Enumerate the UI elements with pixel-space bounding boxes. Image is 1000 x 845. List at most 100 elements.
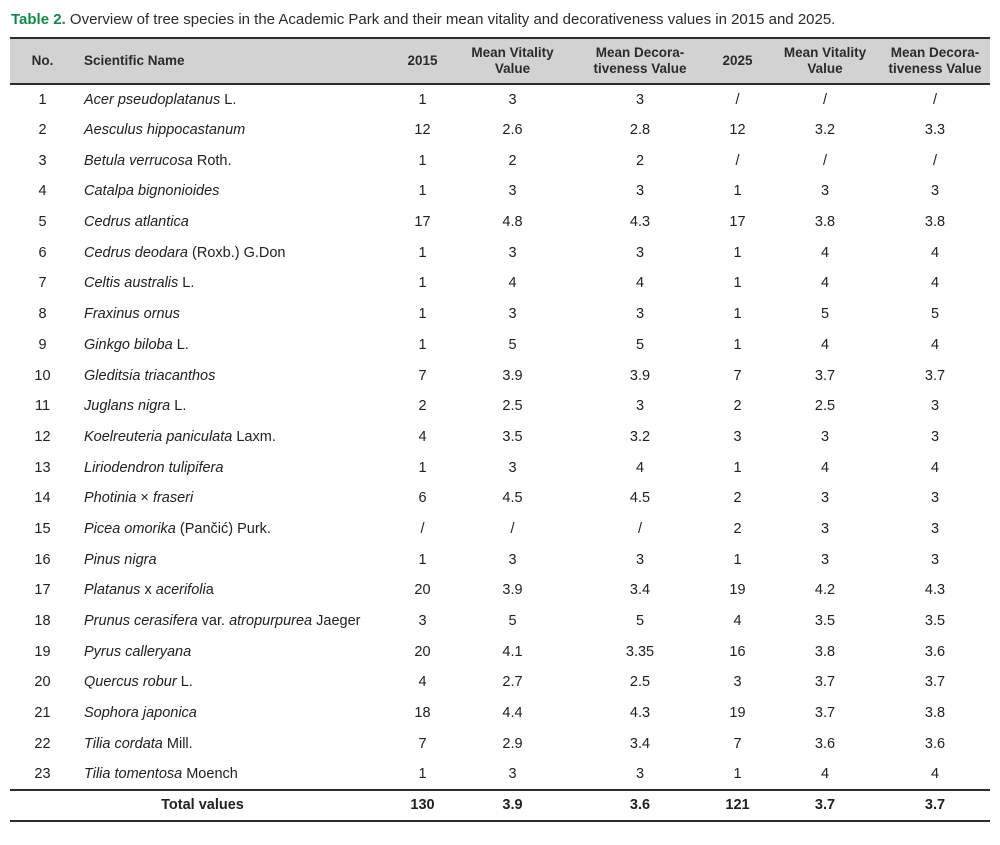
- value-cell: 3: [635, 765, 645, 782]
- row-number: 3: [38, 152, 47, 169]
- value-cell: 3: [635, 398, 645, 415]
- value-cell: 3: [733, 428, 742, 445]
- value-cell: 4.8: [502, 214, 523, 231]
- row-number: 9: [38, 336, 47, 353]
- value-cell: 4: [930, 459, 940, 476]
- value-cell: 20: [414, 643, 431, 660]
- scientific-name: Aesculus hippocastanum: [84, 122, 246, 139]
- value-cell: 3.6: [924, 735, 946, 752]
- value-cell: 4: [930, 765, 940, 782]
- value-cell: 3: [508, 306, 517, 323]
- value-cell: 3: [930, 398, 940, 415]
- total-count-2015: 130: [395, 788, 450, 822]
- value-cell: 3: [508, 244, 517, 261]
- value-cell: 5: [508, 613, 517, 630]
- value-cell: 4: [820, 336, 830, 353]
- value-cell: /: [735, 91, 740, 108]
- scientific-name: Sophora japonica: [84, 705, 197, 722]
- value-cell: 3: [820, 551, 830, 568]
- value-cell: 3.6: [924, 643, 946, 660]
- table-row: 17 Platanus x acerifolia 20 3.9 3.4 19 4.2 4.3: [10, 575, 990, 606]
- col-header-mean-vitality-2015: Mean Vitality Value: [450, 38, 575, 85]
- scientific-name: Fraxinus ornus: [84, 306, 180, 323]
- value-cell: 3: [635, 91, 645, 108]
- value-cell: 19: [729, 582, 746, 599]
- value-cell: 3: [820, 520, 830, 537]
- row-number: 16: [34, 551, 51, 568]
- table-row: 20 Quercus robur L. 4 2.7 2.5 3 3.7 3.7: [10, 667, 990, 698]
- row-number: 11: [34, 398, 51, 415]
- value-cell: 3: [635, 306, 645, 323]
- scientific-name: Koelreuteria paniculata Laxm.: [84, 428, 276, 445]
- row-number: 21: [34, 705, 51, 722]
- scientific-name: Pyrus calleryana: [84, 643, 192, 660]
- value-cell: 1: [418, 765, 427, 782]
- value-cell: 6: [418, 490, 427, 507]
- value-cell: 2.8: [629, 122, 651, 139]
- col-header-2015: 2015: [395, 38, 450, 85]
- value-cell: 3.7: [814, 367, 836, 384]
- value-cell: 3.6: [814, 735, 836, 752]
- value-cell: 5: [820, 306, 830, 323]
- value-cell: 4: [635, 459, 645, 476]
- row-number: 1: [38, 91, 47, 108]
- value-cell: 1: [418, 551, 427, 568]
- value-cell: 3.9: [502, 582, 523, 599]
- value-cell: 4.2: [814, 582, 836, 599]
- value-cell: 1: [418, 336, 427, 353]
- value-cell: 5: [635, 613, 645, 630]
- value-cell: 3: [820, 428, 830, 445]
- total-row-section: Total values 130 3.9 3.6 121 3.7 3.7: [10, 788, 990, 822]
- table-row: 5 Cedrus atlantica 17 4.8 4.3 17 3.8 3.8: [10, 207, 990, 238]
- row-number: 7: [38, 275, 47, 292]
- scientific-name: Catalpa bignonioides: [84, 183, 220, 200]
- table-row: 1 Acer pseudoplatanus L. 1 3 3 / / /: [10, 84, 990, 115]
- value-cell: 4: [820, 459, 830, 476]
- col-header-no: No.: [10, 38, 75, 85]
- value-cell: 12: [729, 122, 746, 139]
- scientific-name: Picea omorika (Pančić) Purk.: [84, 520, 271, 537]
- value-cell: 3.5: [814, 613, 836, 630]
- value-cell: 4: [820, 765, 830, 782]
- value-cell: 3.7: [814, 705, 836, 722]
- value-cell: 4: [635, 275, 645, 292]
- value-cell: 4.3: [629, 705, 651, 722]
- value-cell: 1: [733, 459, 742, 476]
- value-cell: 3.2: [629, 428, 651, 445]
- value-cell: /: [637, 520, 643, 537]
- value-cell: 1: [733, 765, 742, 782]
- table-row: 15 Picea omorika (Pančić) Purk. / / / 2 3 3: [10, 514, 990, 545]
- value-cell: /: [822, 152, 828, 169]
- table-row: 6 Cedrus deodara (Roxb.) G.Don 1 3 3 1 4 4: [10, 237, 990, 268]
- value-cell: 2.5: [814, 398, 836, 415]
- value-cell: 3: [930, 183, 940, 200]
- scientific-name: Tilia tomentosa Moench: [84, 765, 238, 782]
- value-cell: 3.8: [814, 214, 836, 231]
- value-cell: 3: [635, 244, 645, 261]
- value-cell: 1: [418, 459, 427, 476]
- scientific-name: Acer pseudoplatanus L.: [84, 91, 237, 108]
- value-cell: 2.5: [629, 674, 651, 691]
- value-cell: 3.4: [629, 582, 651, 599]
- scientific-name: Celtis australis L.: [84, 275, 195, 292]
- table-row: 2 Aesculus hippocastanum 12 2.6 2.8 12 3.2 3.3: [10, 115, 990, 146]
- row-number: 5: [38, 214, 47, 231]
- total-row: Total values 130 3.9 3.6 121 3.7 3.7: [10, 788, 990, 822]
- value-cell: 1: [733, 183, 742, 200]
- value-cell: 20: [414, 582, 431, 599]
- scientific-name: Juglans nigra L.: [84, 398, 187, 415]
- row-number: 19: [34, 643, 51, 660]
- table-row: 4 Catalpa bignonioides 1 3 3 1 3 3: [10, 176, 990, 207]
- value-cell: 4.3: [924, 582, 946, 599]
- value-cell: 4.4: [502, 705, 523, 722]
- table-row: 3 Betula verrucosa Roth. 1 2 2 / / /: [10, 145, 990, 176]
- scientific-name: Pinus nigra: [84, 551, 157, 568]
- value-cell: 2.7: [502, 674, 523, 691]
- value-cell: 1: [733, 306, 742, 323]
- value-cell: 2: [733, 398, 742, 415]
- total-mean-vitality-2015: 3.9: [450, 788, 575, 822]
- value-cell: 1: [733, 336, 742, 353]
- value-cell: 5: [635, 336, 645, 353]
- value-cell: 16: [729, 643, 746, 660]
- value-cell: 1: [733, 275, 742, 292]
